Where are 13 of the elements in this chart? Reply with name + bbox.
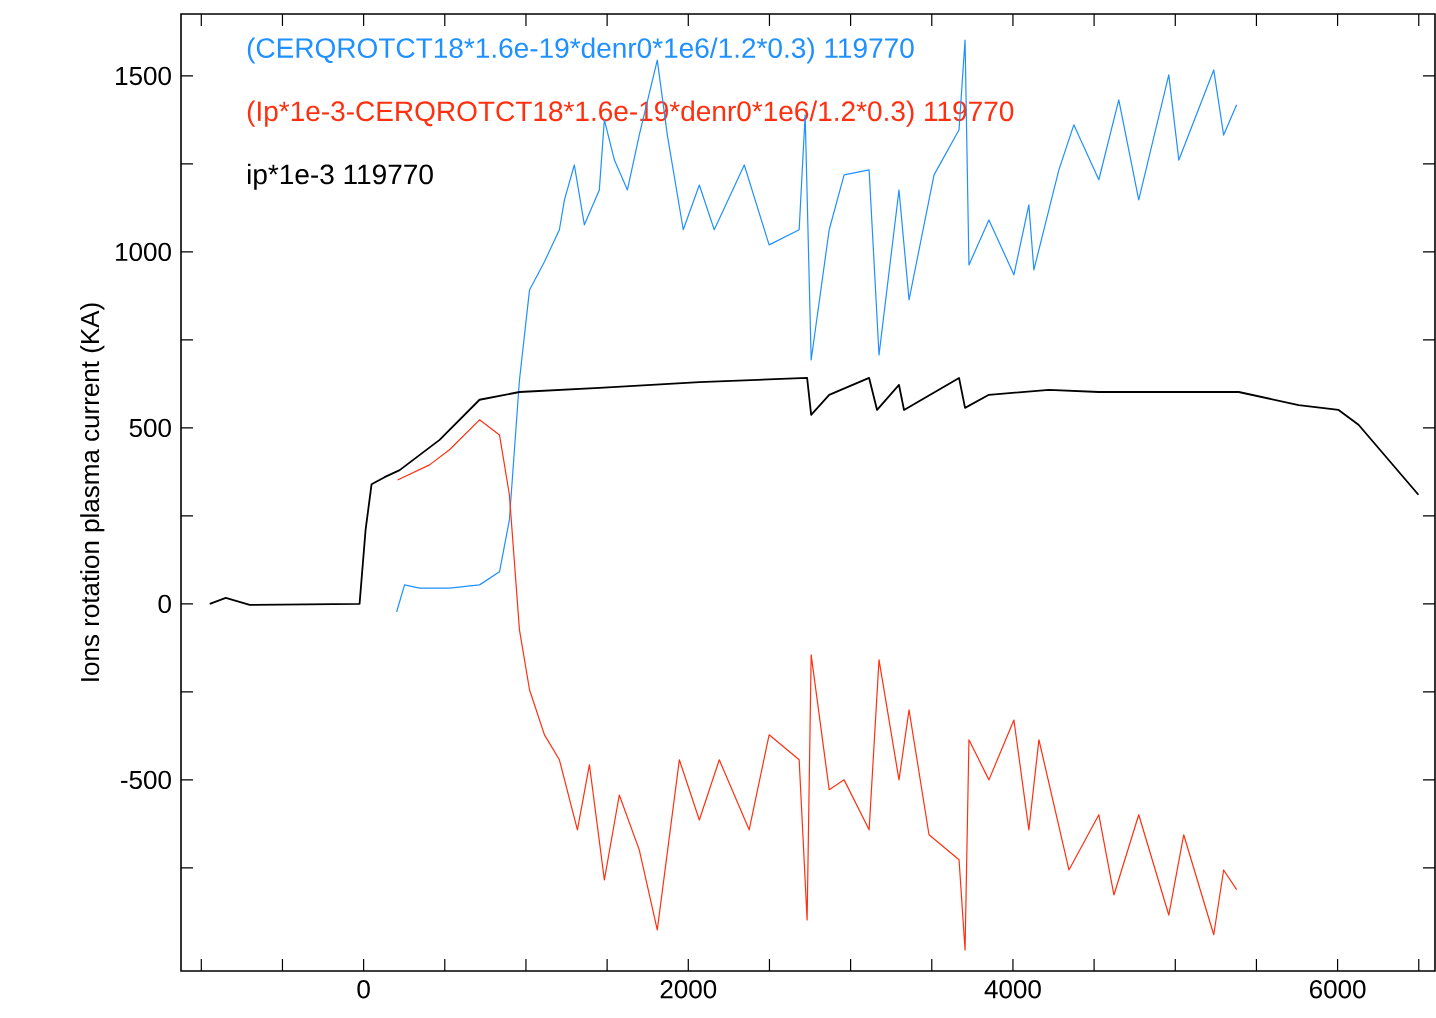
y-tick-label: -500 bbox=[121, 770, 171, 790]
y-tick-label: 500 bbox=[129, 418, 171, 438]
x-tick-label: 0 bbox=[357, 980, 370, 999]
y-tick-label: 1500 bbox=[116, 66, 171, 86]
x-tick-label: 6000 bbox=[1309, 980, 1366, 999]
series-label: (CERQROTCT18*1.6e-19*denr0*1e6/1.2*0.3) 119770 bbox=[247, 37, 914, 64]
y-tick-label: 0 bbox=[158, 594, 171, 614]
y-tick-label: 1000 bbox=[116, 242, 171, 262]
x-tick-label: 2000 bbox=[660, 980, 717, 999]
y-axis-title: Ions rotation plasma current (KA) bbox=[80, 303, 105, 681]
legend-label: ip*1e-3 119770 bbox=[247, 163, 433, 190]
line-series bbox=[396, 419, 1238, 951]
x-tick-label: 4000 bbox=[984, 980, 1041, 999]
